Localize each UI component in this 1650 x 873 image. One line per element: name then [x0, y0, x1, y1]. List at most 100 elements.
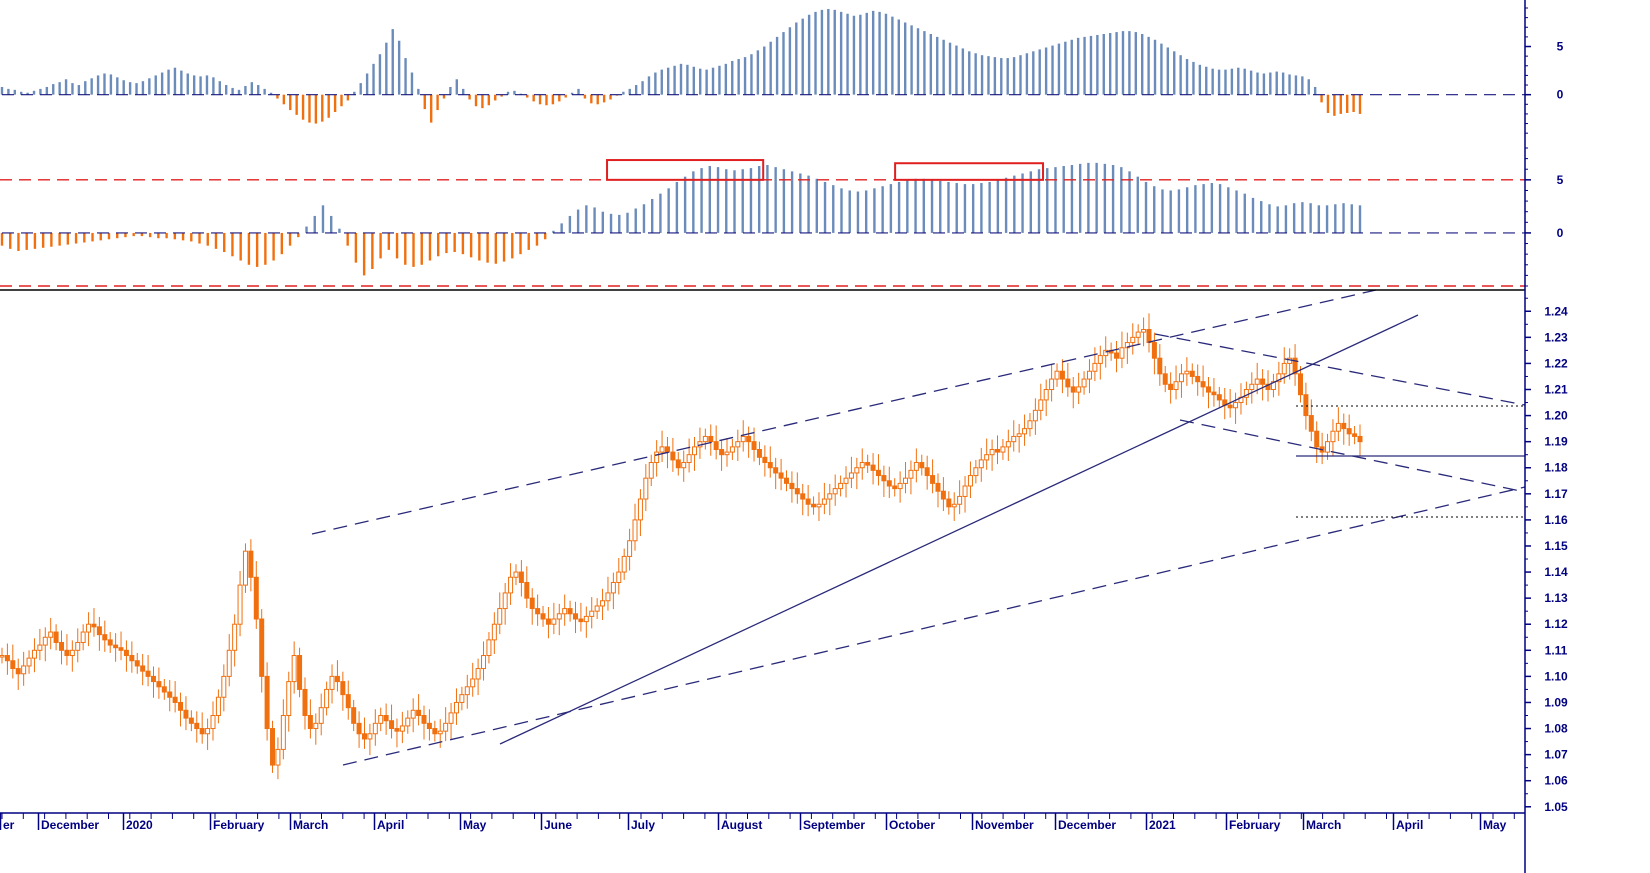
candle-body [264, 675, 270, 730]
y-tick-label: 1.18 [1544, 461, 1568, 475]
candle-body [345, 694, 351, 709]
candle-body [811, 503, 817, 508]
falling-upper-line [1154, 333, 1526, 406]
candle-body [740, 435, 746, 443]
candle-body [491, 623, 497, 641]
candle-body [1335, 422, 1341, 432]
candle-body [675, 459, 681, 469]
candle-body [394, 728, 400, 732]
candle-body [1032, 409, 1038, 422]
candle-body [794, 488, 800, 495]
candle-body [302, 688, 308, 717]
candle-body [497, 608, 503, 625]
candle-body [648, 462, 654, 479]
candle-body [1211, 391, 1217, 396]
candle-body [253, 576, 259, 620]
candle-body [1276, 373, 1282, 383]
candle-body [1038, 399, 1044, 411]
candle-body [329, 675, 335, 690]
candle-body [962, 485, 968, 497]
candle-body [64, 649, 70, 657]
candle-body [1141, 329, 1147, 333]
candle-body [556, 613, 562, 620]
candle-body [1162, 373, 1168, 385]
candle-body [816, 503, 822, 508]
candle-body [875, 469, 881, 477]
candle-body [865, 462, 871, 466]
candle-body [280, 715, 286, 750]
candle-body [470, 678, 476, 688]
candle-body [870, 464, 876, 471]
candle-body [1249, 383, 1255, 390]
candle-body [735, 441, 741, 448]
candle-body [156, 681, 162, 688]
candle-body [502, 592, 508, 610]
highlight-box [606, 159, 765, 181]
candle-body [437, 730, 443, 735]
candle-body [75, 641, 81, 651]
candle-body [1151, 342, 1157, 359]
y-tick-label: 1.12 [1544, 617, 1568, 631]
candle-body [719, 448, 725, 456]
candle-body [129, 655, 135, 662]
candle-body [1076, 386, 1082, 393]
candle-body [351, 707, 357, 724]
candle-body [946, 498, 952, 508]
candle-body [729, 446, 735, 453]
candle-body [854, 467, 860, 474]
candle-body [1054, 370, 1060, 380]
candle-body [1292, 357, 1298, 375]
candle-body [383, 715, 389, 722]
candle-body [935, 482, 941, 492]
candle-body [1173, 381, 1179, 390]
candle-body [1189, 370, 1195, 377]
candle-body [270, 728, 276, 766]
candle-body [951, 503, 957, 508]
candle-body [529, 597, 535, 610]
momentum-panel: 05 [0, 7, 1564, 134]
candle-body [664, 446, 670, 453]
month-label: November [975, 818, 1034, 832]
candle-body [659, 446, 665, 453]
candle-body [259, 618, 265, 677]
candle-body [340, 681, 346, 696]
candle-body [1341, 422, 1347, 430]
candle-body [919, 462, 925, 469]
candle-body [1059, 370, 1065, 380]
candle-body [762, 456, 768, 464]
month-label: September [803, 818, 865, 832]
candle-body [178, 701, 184, 711]
candle-body [102, 634, 108, 641]
right-axis: 1.05 1.06 1.07 1.08 1.09 1.10 1.11 1.12 1.13 1.14… [0, 0, 1568, 873]
candle-body [908, 469, 914, 479]
candle-body [31, 649, 37, 659]
candle-body [957, 495, 963, 505]
candle-body [183, 709, 189, 719]
candle-body [1325, 441, 1331, 453]
candle-body [486, 639, 492, 657]
candle-body [562, 608, 568, 615]
candle-body [1027, 420, 1033, 430]
candle-body [1303, 394, 1309, 417]
candle-body [113, 644, 119, 649]
candle-body [161, 686, 167, 693]
candle-body [0, 655, 5, 658]
y-tick-label: 1.07 [1544, 748, 1568, 762]
candle-body [545, 618, 551, 625]
candle-body [140, 665, 146, 672]
candle-body [69, 649, 75, 657]
month-label: December [41, 818, 99, 832]
candle-body [1135, 331, 1141, 338]
candle-body [1270, 381, 1276, 390]
candle-body [800, 493, 806, 500]
candle-body [399, 725, 405, 732]
candle-body [1016, 433, 1022, 437]
candle-body [1000, 446, 1006, 453]
candle-body [194, 722, 200, 730]
candle-body [167, 691, 173, 698]
candle-body [118, 647, 124, 651]
candle-body [551, 618, 557, 625]
y-tick-label: 1.16 [1544, 513, 1568, 527]
candle-body [1195, 375, 1201, 383]
candle-body [107, 639, 113, 646]
